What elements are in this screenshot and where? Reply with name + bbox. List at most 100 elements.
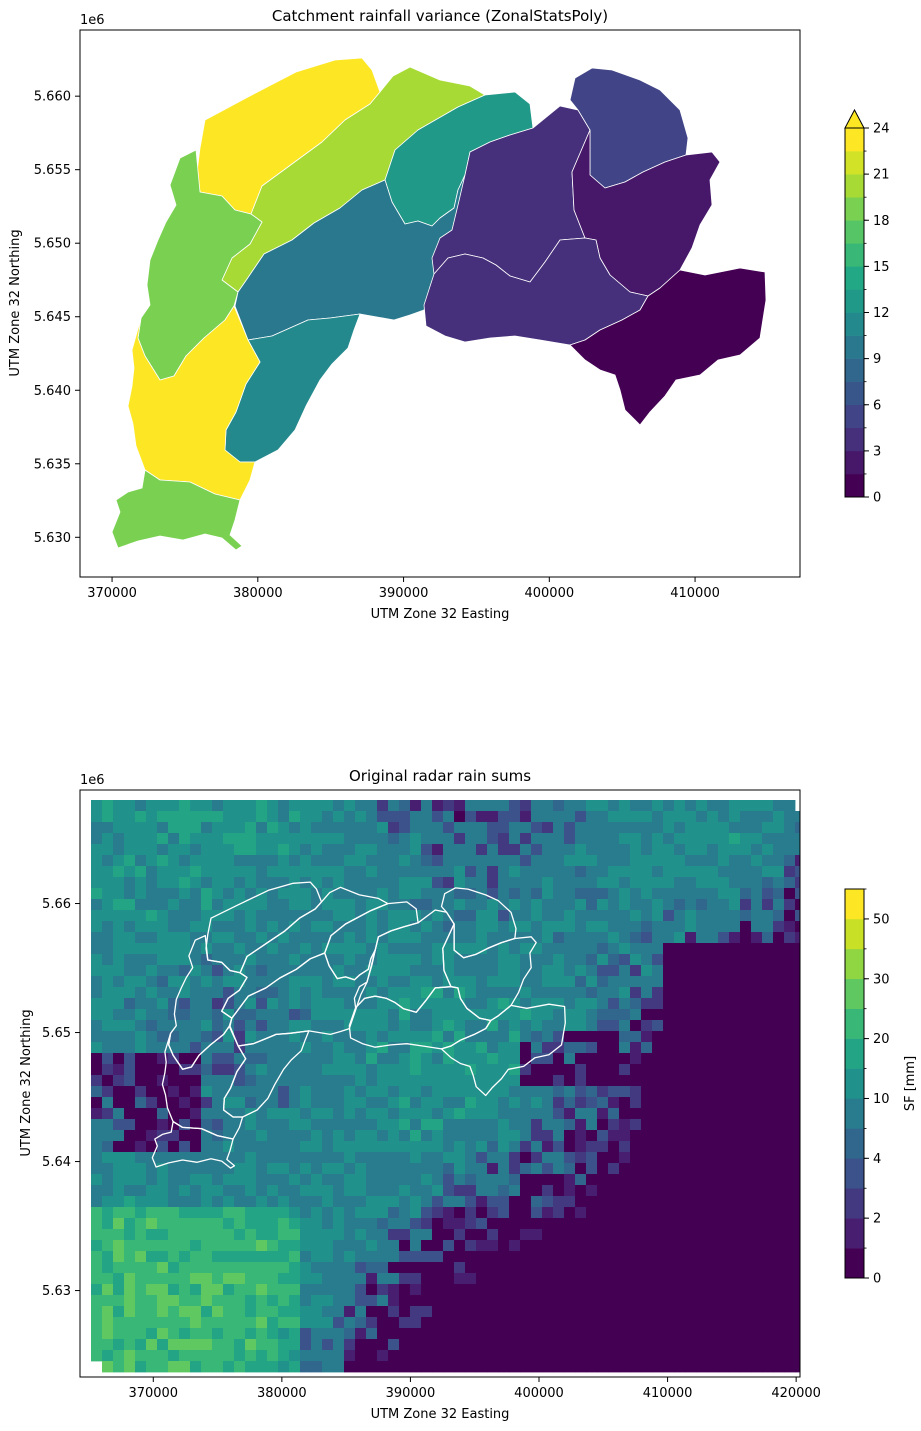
radar-cell xyxy=(179,1196,191,1208)
radar-cell xyxy=(531,998,543,1010)
radar-cell xyxy=(267,1064,279,1076)
radar-cell xyxy=(641,1185,653,1197)
radar-cell xyxy=(256,1097,268,1109)
radar-cell xyxy=(542,987,554,999)
radar-cell xyxy=(619,1119,631,1131)
radar-cell xyxy=(421,1295,433,1307)
radar-cell xyxy=(608,1141,620,1153)
radar-cell xyxy=(740,1141,752,1153)
radar-cell xyxy=(509,866,521,878)
radar-cell xyxy=(179,965,191,977)
radar-cell xyxy=(278,1009,290,1021)
radar-cell xyxy=(388,844,400,856)
radar-cell xyxy=(300,1086,312,1098)
radar-cell xyxy=(564,833,576,845)
radar-cell xyxy=(201,1185,213,1197)
radar-cell xyxy=(278,1317,290,1329)
radar-cell xyxy=(388,822,400,834)
radar-cell xyxy=(509,1097,521,1109)
radar-cell xyxy=(542,811,554,823)
radar-cell xyxy=(773,1031,785,1043)
radar-cell xyxy=(289,921,301,933)
radar-cell xyxy=(366,976,378,988)
radar-cell xyxy=(553,800,565,812)
radar-cell xyxy=(201,1295,213,1307)
radar-cell xyxy=(377,1229,389,1241)
radar-cell xyxy=(289,1108,301,1120)
radar-cell xyxy=(476,1163,488,1175)
radar-cell xyxy=(619,1262,631,1274)
radar-cell xyxy=(135,1350,147,1362)
radar-cell xyxy=(696,1174,708,1186)
radar-cell xyxy=(553,1097,565,1109)
radar-cell xyxy=(443,1317,455,1329)
chart2-x-tick-label: 390000 xyxy=(386,1386,436,1401)
radar-cell xyxy=(432,1240,444,1252)
radar-cell xyxy=(146,1350,158,1362)
radar-cell xyxy=(135,1064,147,1076)
radar-cell xyxy=(740,1218,752,1230)
radar-cell xyxy=(740,800,752,812)
radar-cell xyxy=(454,822,466,834)
radar-cell xyxy=(245,1053,257,1065)
radar-cell xyxy=(190,943,202,955)
radar-cell xyxy=(300,1240,312,1252)
radar-cell xyxy=(91,1317,103,1329)
radar-cell xyxy=(762,1075,774,1087)
radar-cell xyxy=(190,1086,202,1098)
radar-cell xyxy=(443,1119,455,1131)
radar-cell xyxy=(113,998,125,1010)
radar-cell xyxy=(773,844,785,856)
radar-cell xyxy=(212,976,224,988)
radar-cell xyxy=(355,921,367,933)
radar-cell xyxy=(674,866,686,878)
radar-cell xyxy=(751,1339,763,1351)
radar-cell xyxy=(685,1229,697,1241)
radar-cell xyxy=(113,1218,125,1230)
radar-cell xyxy=(454,866,466,878)
radar-cell xyxy=(784,1009,796,1021)
radar-cell xyxy=(509,1207,521,1219)
radar-cell xyxy=(564,1284,576,1296)
radar-cell xyxy=(454,1009,466,1021)
radar-cell xyxy=(256,866,268,878)
colorbar-tick-label: 50 xyxy=(873,912,890,927)
radar-cell xyxy=(146,998,158,1010)
radar-cell xyxy=(311,1119,323,1131)
radar-cell xyxy=(278,844,290,856)
radar-cell xyxy=(663,833,675,845)
radar-cell xyxy=(146,899,158,911)
radar-cell xyxy=(795,888,800,900)
radar-cell xyxy=(674,976,686,988)
radar-cell xyxy=(146,1053,158,1065)
radar-cell xyxy=(619,921,631,933)
radar-cell xyxy=(696,1218,708,1230)
radar-cell xyxy=(784,1317,796,1329)
radar-cell xyxy=(641,1174,653,1186)
radar-cell xyxy=(531,1141,543,1153)
radar-cell xyxy=(157,855,169,867)
radar-cell xyxy=(179,888,191,900)
radar-cell xyxy=(256,1328,268,1340)
radar-cell xyxy=(190,987,202,999)
radar-cell xyxy=(212,1119,224,1131)
radar-cell xyxy=(421,998,433,1010)
radar-cell xyxy=(476,1141,488,1153)
radar-cell xyxy=(663,1317,675,1329)
radar-cell xyxy=(531,1009,543,1021)
radar-cell xyxy=(707,976,719,988)
radar-cell xyxy=(124,1009,136,1021)
radar-cell xyxy=(322,1328,334,1340)
radar-cell xyxy=(289,910,301,922)
radar-cell xyxy=(410,833,422,845)
radar-cell xyxy=(751,1218,763,1230)
radar-cell xyxy=(399,888,411,900)
radar-cell xyxy=(157,877,169,889)
radar-cell xyxy=(784,899,796,911)
radar-cell xyxy=(751,888,763,900)
radar-cell xyxy=(685,965,697,977)
radar-cell xyxy=(751,1174,763,1186)
radar-cell xyxy=(289,1361,301,1373)
radar-cell xyxy=(267,877,279,889)
radar-cell xyxy=(135,1207,147,1219)
